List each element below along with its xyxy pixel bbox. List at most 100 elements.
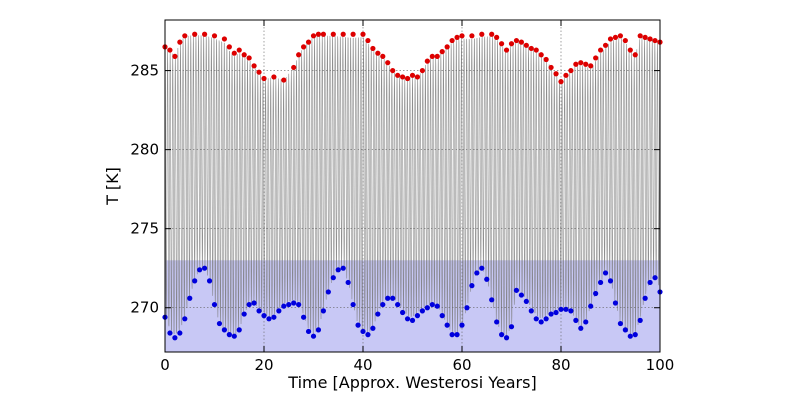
data-point	[588, 63, 594, 69]
data-point	[642, 34, 648, 40]
data-point	[241, 311, 247, 317]
data-point	[523, 298, 529, 305]
x-tick-label: 60	[452, 356, 471, 374]
data-point	[211, 33, 218, 39]
data-point	[167, 330, 173, 336]
data-point	[281, 303, 287, 309]
data-point	[652, 275, 658, 281]
data-point	[256, 69, 262, 75]
data-point	[622, 37, 628, 44]
data-point	[315, 31, 322, 37]
data-point	[419, 308, 425, 314]
data-point	[310, 333, 317, 339]
data-point	[439, 49, 445, 55]
data-point	[320, 308, 326, 314]
y-tick-label: 270	[130, 299, 159, 317]
data-point	[444, 44, 450, 50]
data-point	[494, 34, 500, 40]
data-point	[617, 33, 624, 39]
data-point	[533, 47, 539, 53]
data-point	[593, 55, 599, 61]
y-axis-label: T [K]	[103, 167, 122, 206]
data-point	[583, 61, 589, 67]
data-point	[385, 295, 391, 301]
data-point	[429, 301, 435, 308]
data-point	[301, 314, 307, 320]
data-point	[365, 332, 371, 338]
data-point	[558, 306, 564, 312]
axis-ticks: 0 20 40 60 80 100 270 275 280 285	[130, 20, 674, 374]
data-point	[296, 52, 302, 58]
data-point	[627, 47, 633, 53]
data-point	[226, 332, 232, 338]
x-tick-label: 80	[551, 356, 570, 374]
data-point	[607, 36, 614, 42]
data-point	[409, 72, 416, 78]
data-point	[177, 39, 183, 45]
data-point	[395, 72, 401, 78]
data-point	[221, 327, 227, 333]
data-point	[271, 74, 277, 80]
data-point	[315, 327, 322, 333]
data-point	[350, 31, 356, 37]
data-point	[637, 317, 643, 323]
data-point	[246, 301, 252, 308]
data-point	[528, 45, 534, 52]
data-point	[172, 335, 178, 341]
data-point	[350, 301, 356, 308]
data-point	[177, 330, 183, 336]
data-point	[578, 325, 584, 331]
data-point	[429, 53, 435, 59]
data-point	[489, 297, 495, 303]
data-point	[553, 309, 559, 316]
data-point	[325, 289, 331, 295]
data-point	[345, 279, 351, 286]
data-point	[400, 309, 406, 316]
data-point	[281, 77, 287, 83]
data-point	[439, 313, 445, 319]
data-point	[508, 324, 515, 330]
data-point	[380, 301, 386, 308]
data-point	[508, 41, 515, 47]
data-point	[330, 31, 336, 37]
data-point	[612, 300, 619, 306]
data-point	[360, 31, 366, 37]
data-point	[291, 64, 297, 71]
data-point	[340, 265, 346, 271]
data-point	[598, 279, 604, 286]
data-point	[370, 45, 376, 52]
data-point	[474, 270, 480, 276]
data-point	[588, 303, 594, 309]
data-point	[409, 317, 416, 323]
data-point	[167, 47, 173, 53]
y-tick-label: 285	[130, 62, 159, 80]
data-point	[513, 37, 520, 44]
data-point	[612, 34, 619, 40]
data-point	[291, 300, 297, 306]
data-point	[499, 41, 505, 47]
data-point	[246, 55, 252, 61]
data-point	[365, 37, 371, 44]
data-point	[211, 301, 218, 308]
data-point	[573, 61, 579, 67]
data-point	[261, 75, 267, 82]
data-point	[251, 300, 257, 306]
data-point	[583, 319, 589, 325]
data-point	[385, 60, 391, 66]
data-point	[593, 290, 599, 297]
x-tick-label: 0	[160, 356, 170, 374]
data-point	[607, 278, 614, 284]
data-point	[355, 322, 361, 328]
data-point	[573, 317, 579, 323]
data-point	[459, 322, 465, 328]
series-annual-minimum	[162, 265, 663, 341]
data-point	[563, 306, 569, 312]
data-point	[404, 75, 411, 82]
data-point	[335, 267, 341, 273]
data-point	[221, 36, 227, 42]
data-point	[459, 33, 465, 39]
data-point	[266, 316, 272, 322]
data-point	[226, 44, 232, 50]
data-point	[632, 332, 638, 338]
data-point	[494, 319, 500, 325]
